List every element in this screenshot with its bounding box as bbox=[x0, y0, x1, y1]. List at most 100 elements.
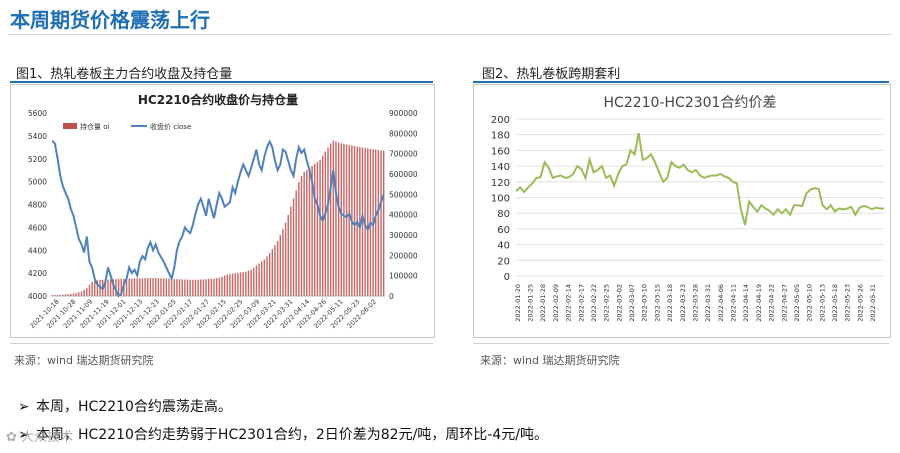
chart1-bar-44 bbox=[168, 278, 170, 296]
chart1-bar-124 bbox=[380, 150, 382, 296]
chart2-x-tick-8: 2022-03-02 bbox=[615, 284, 623, 322]
chart1-bar-11 bbox=[80, 291, 83, 296]
chart1-bar-114 bbox=[353, 145, 356, 296]
chart1-bar-33 bbox=[139, 278, 141, 296]
chart2-x-tick-22: 2022-05-05 bbox=[793, 284, 801, 322]
chart1-right-tick-2: 200000 bbox=[389, 251, 418, 260]
chart1-bar-7 bbox=[70, 293, 72, 296]
chart1-bar-12 bbox=[83, 289, 85, 296]
chart2-x-tick-20: 2022-04-22 bbox=[768, 284, 776, 322]
chart1-bar-71 bbox=[239, 272, 242, 296]
chart1-left-tick-3: 4600 bbox=[28, 223, 47, 232]
chart1-legend-label-0: 持仓量 oi bbox=[80, 122, 110, 131]
chart1-bar-72 bbox=[242, 272, 244, 296]
chart2-svg: HC2210-HC2301合约价差 0 20 40 60 80 100 120 140 160 18… bbox=[491, 95, 884, 322]
chart2-x-tick-4: 2022-02-14 bbox=[565, 284, 573, 322]
chart1-bar-80 bbox=[263, 259, 266, 296]
chart1-right-tick-4: 400000 bbox=[389, 211, 418, 220]
chart1-bar-108 bbox=[337, 142, 340, 296]
chart1-bar-61 bbox=[213, 278, 215, 296]
chart1-right-tick-9: 900000 bbox=[389, 109, 418, 118]
bullet-item-1: ➢ 本周，HC2210合约震荡走高。 bbox=[18, 396, 232, 416]
chart1-legend-label-1: 收盘价 close bbox=[150, 122, 191, 131]
chart1-bar-119 bbox=[367, 148, 369, 296]
chart1-bar-101 bbox=[319, 159, 321, 296]
chart1-bar-62 bbox=[215, 278, 218, 296]
chart1-bar-9 bbox=[75, 292, 77, 296]
chart1-bar-77 bbox=[255, 265, 258, 296]
chart1-bar-104 bbox=[327, 147, 329, 296]
chart2-y-tick-7: 140 bbox=[491, 162, 510, 173]
chart2-x-tick-9: 2022-03-07 bbox=[628, 284, 636, 322]
chart1-right-tick-6: 600000 bbox=[389, 170, 418, 179]
chart1-bar-75 bbox=[250, 269, 252, 296]
chart2-x-tick-1: 2022-01-25 bbox=[526, 284, 534, 322]
chart1-bar-96 bbox=[306, 169, 308, 296]
chart1-bar-103 bbox=[324, 151, 327, 296]
figure1-caption-divider bbox=[10, 81, 433, 83]
bullet-text-2: 本周，HC2210合约走势弱于HC2301合约，2日价差为82元/吨，周环比-4… bbox=[36, 427, 548, 443]
figure1-caption: 图1、热轧卷板主力合约收盘及持仓量 bbox=[16, 67, 233, 82]
chart1-bar-83 bbox=[271, 249, 274, 296]
chart1-bar-56 bbox=[200, 279, 202, 296]
chart1-bar-67 bbox=[229, 274, 231, 296]
chart1-bar-31 bbox=[133, 278, 136, 296]
chart2-container: HC2210-HC2301合约价差 0 20 40 60 80 100 120 140 160 18… bbox=[473, 84, 891, 338]
chart1-bar-16 bbox=[94, 280, 96, 296]
chart2-y-tick-0: 0 bbox=[504, 272, 510, 283]
chart2-x-tick-5: 2022-02-17 bbox=[577, 284, 585, 322]
chart1-bar-17 bbox=[96, 280, 99, 296]
chart1-bar-1 bbox=[54, 295, 56, 296]
chart1-bar-102 bbox=[321, 155, 324, 296]
chart2-x-tick-26: 2022-05-23 bbox=[844, 284, 852, 322]
chart1-left-tick-4: 4800 bbox=[28, 201, 47, 210]
chart1-bar-13 bbox=[86, 287, 88, 296]
chart1-bar-23 bbox=[112, 279, 115, 296]
chart1-bar-107 bbox=[335, 141, 337, 296]
chart1-bar-110 bbox=[343, 143, 345, 296]
chart2-x-tick-17: 2022-04-11 bbox=[730, 284, 738, 322]
chart2-x-tick-13: 2022-03-23 bbox=[679, 284, 687, 322]
chart1-bar-95 bbox=[303, 171, 305, 296]
chart1-bar-32 bbox=[136, 278, 138, 296]
chart1-bar-4 bbox=[62, 294, 64, 296]
chart1-bar-70 bbox=[237, 272, 239, 296]
chart2-y-tick-10: 200 bbox=[491, 115, 510, 126]
chart1-left-tick-8: 5600 bbox=[28, 109, 47, 118]
chart1-bar-54 bbox=[194, 279, 197, 296]
chart1-bar-41 bbox=[160, 278, 162, 296]
chart1-title: HC2210合约收盘价与持仓量 bbox=[138, 92, 298, 107]
chart1-bar-20 bbox=[104, 279, 107, 296]
chart1-bar-49 bbox=[181, 279, 183, 296]
chart2-x-tick-14: 2022-03-28 bbox=[691, 284, 699, 322]
chart1-bar-0 bbox=[51, 295, 54, 296]
chart2-x-tick-28: 2022-05-31 bbox=[869, 284, 877, 322]
chart1-bar-25 bbox=[117, 278, 120, 296]
chart1-bar-68 bbox=[231, 273, 234, 296]
chart1-left-tick-6: 5200 bbox=[28, 155, 47, 164]
figure2-caption: 图2、热轧卷板跨期套利 bbox=[482, 67, 621, 82]
chart2-title: HC2210-HC2301合约价差 bbox=[604, 95, 777, 111]
chart1-bar-46 bbox=[173, 279, 175, 296]
arrow-right-icon: ➢ bbox=[18, 427, 30, 443]
chart2-y-tick-8: 160 bbox=[491, 146, 510, 157]
chart1-bar-40 bbox=[157, 278, 160, 296]
chart1-bar-86 bbox=[279, 235, 282, 296]
chart2-x-tick-19: 2022-04-19 bbox=[755, 284, 763, 322]
chart1-bar-43 bbox=[165, 278, 168, 296]
chart1-right-tick-7: 700000 bbox=[389, 150, 418, 159]
bullet-item-2: ➢ 本周，HC2210合约走势弱于HC2301合约，2日价差为82元/吨，周环比-… bbox=[18, 424, 548, 444]
chart2-x-tick-23: 2022-05-10 bbox=[806, 284, 814, 322]
chart1-left-tick-5: 5000 bbox=[28, 178, 47, 187]
chart1-bar-93 bbox=[298, 182, 300, 296]
chart1-bar-87 bbox=[282, 228, 284, 296]
chart1-bar-82 bbox=[268, 253, 271, 296]
chart1-bar-48 bbox=[178, 279, 181, 296]
chart1-bar-59 bbox=[207, 278, 210, 296]
source1-text: 来源：wind 瑞达期货研究院 bbox=[14, 354, 154, 367]
chart1-right-tick-5: 500000 bbox=[389, 190, 418, 199]
chart2-y-tick-5: 100 bbox=[491, 194, 510, 205]
chart1-bar-85 bbox=[276, 241, 279, 296]
chart2-y-tick-2: 40 bbox=[497, 241, 510, 252]
chart1-bar-125 bbox=[382, 150, 385, 296]
